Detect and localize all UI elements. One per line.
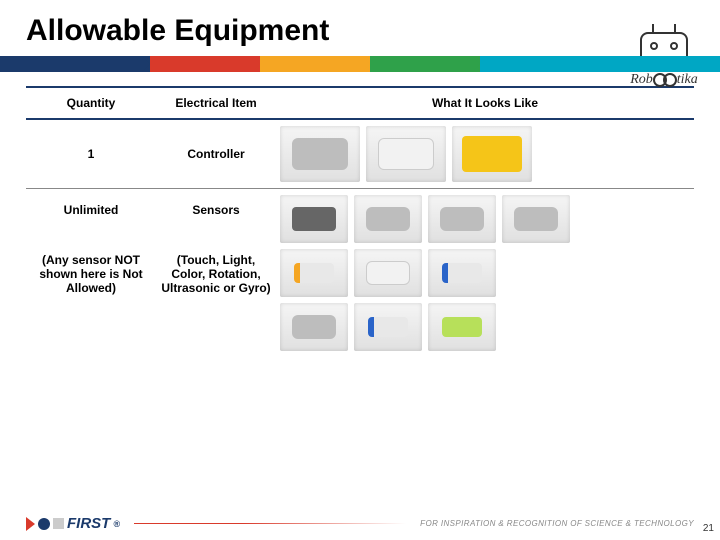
first-wordmark: FIRST — [67, 515, 110, 532]
cell-item: Sensors — [156, 189, 276, 231]
sensor-thumb-icon — [354, 303, 422, 351]
sensor-thumb-icon — [502, 195, 570, 243]
footer: FIRST ® FOR INSPIRATION & RECOGNITION OF… — [0, 515, 720, 532]
sensor-thumb-icon — [280, 249, 348, 297]
cell-quantity: Unlimited — [26, 189, 156, 231]
sensor-thumb-icon — [428, 249, 496, 297]
controller-thumb-icon — [366, 126, 446, 182]
robootika-wordmark: Robtika — [626, 72, 702, 88]
sensor-thumb-icon — [280, 303, 348, 351]
circle-icon — [38, 518, 50, 530]
table-row: Unlimited Sensors — [26, 189, 694, 231]
cell-quantity: 1 — [26, 119, 156, 189]
cell-images — [276, 119, 694, 189]
equipment-table: Quantity Electrical Item What It Looks L… — [26, 86, 694, 357]
table-row: 1 Controller — [26, 119, 694, 189]
page-number: 21 — [703, 523, 714, 534]
cell-item: Controller — [156, 119, 276, 189]
footer-divider — [134, 523, 406, 524]
sensor-thumb-icon — [354, 195, 422, 243]
header-quantity: Quantity — [26, 87, 156, 119]
controller-thumb-icon — [452, 126, 532, 182]
controller-thumb-icon — [280, 126, 360, 182]
sensor-thumb-icon — [428, 195, 496, 243]
triangle-icon — [26, 517, 35, 531]
slide-title: Allowable Equipment — [0, 0, 720, 56]
sensor-thumb-icon — [354, 249, 422, 297]
cell-images — [276, 189, 694, 358]
header-item: Electrical Item — [156, 87, 276, 119]
square-icon — [53, 518, 64, 529]
cell-quantity-note: (Any sensor NOT shown here is Not Allowe… — [26, 231, 156, 317]
first-logo: FIRST ® — [26, 515, 120, 532]
sensor-thumb-icon — [280, 195, 348, 243]
sensor-thumb-icon — [428, 303, 496, 351]
footer-tagline: FOR INSPIRATION & RECOGNITION OF SCIENCE… — [420, 519, 694, 528]
accent-color-bar — [0, 56, 720, 72]
cell-item-note: (Touch, Light, Color, Rotation, Ultrason… — [156, 231, 276, 317]
